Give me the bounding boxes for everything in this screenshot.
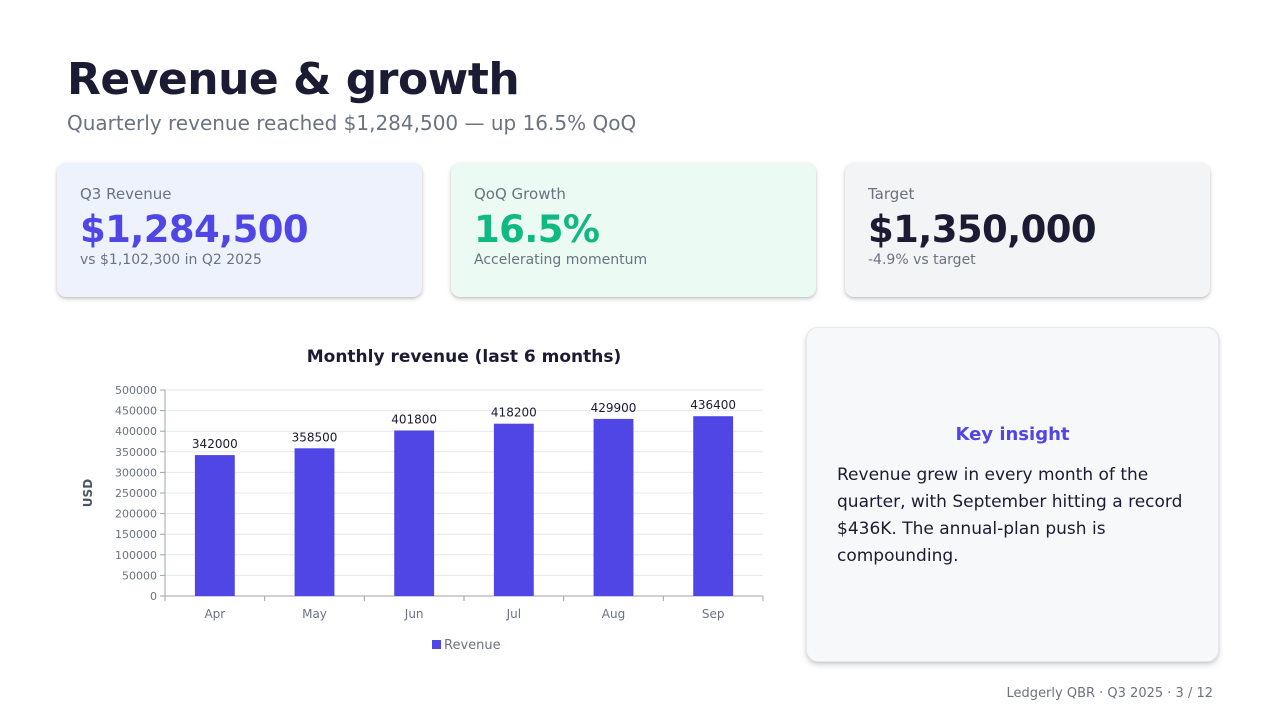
x-tick-label: May bbox=[302, 607, 327, 621]
legend-label: Revenue bbox=[444, 638, 501, 653]
x-tick-label: Sep bbox=[702, 607, 725, 621]
kpi-value: $1,350,000 bbox=[868, 208, 1097, 251]
x-tick-label: Apr bbox=[204, 607, 225, 621]
y-tick-label: 300000 bbox=[115, 466, 157, 479]
bar-jun bbox=[394, 430, 435, 596]
kpi-value: $1,284,500 bbox=[80, 208, 309, 251]
y-tick-label: 50000 bbox=[122, 569, 157, 582]
y-tick-label: 200000 bbox=[115, 508, 157, 521]
kpi-label: Target bbox=[868, 185, 915, 203]
bar-data-label: 436400 bbox=[690, 398, 736, 412]
kpi-note: -4.9% vs target bbox=[868, 251, 976, 268]
y-tick-label: 500000 bbox=[115, 384, 157, 397]
y-tick-label: 350000 bbox=[115, 446, 157, 459]
x-tick-label: Aug bbox=[602, 607, 625, 621]
x-tick-label: Jun bbox=[404, 607, 424, 621]
kpi-label: QoQ Growth bbox=[474, 185, 566, 203]
page-subtitle: Quarterly revenue reached $1,284,500 — u… bbox=[67, 111, 637, 135]
kpi-value: 16.5% bbox=[474, 208, 600, 251]
y-tick-label: 0 bbox=[150, 590, 157, 603]
revenue-chart: Monthly revenue (last 6 months) 0 50000 100… bbox=[70, 338, 780, 668]
bar-may bbox=[294, 448, 335, 596]
page-title: Revenue & growth bbox=[67, 54, 520, 105]
bar-data-label: 358500 bbox=[292, 430, 338, 444]
y-tick-label: 150000 bbox=[115, 528, 157, 541]
kpi-note: Accelerating momentum bbox=[474, 251, 648, 268]
revenue-chart-svg: Monthly revenue (last 6 months) 0 50000 100… bbox=[81, 347, 764, 653]
y-tick-label: 450000 bbox=[115, 405, 157, 418]
kpi-note: vs $1,102,300 in Q2 2025 bbox=[80, 251, 262, 268]
kpi-label: Q3 Revenue bbox=[80, 185, 172, 203]
slide-footer: Ledgerly QBR · Q3 2025 · 3 / 12 bbox=[1006, 686, 1213, 701]
y-axis-label: USD bbox=[81, 479, 95, 507]
bar-data-label: 418200 bbox=[491, 406, 537, 420]
y-tick-label: 100000 bbox=[115, 549, 157, 562]
insight-title: Key insight bbox=[955, 424, 1070, 445]
y-tick-label: 400000 bbox=[115, 425, 157, 438]
kpi-card-target: Target $1,350,000 -4.9% vs target bbox=[845, 163, 1210, 297]
x-tick-label: Jul bbox=[506, 607, 521, 621]
insight-body: Revenue grew in every month of the quart… bbox=[837, 465, 1183, 566]
bar-sep bbox=[693, 416, 734, 596]
bar-jul bbox=[493, 423, 534, 596]
chart-title: Monthly revenue (last 6 months) bbox=[307, 347, 622, 367]
key-insight-panel: Key insight Revenue grew in every month … bbox=[806, 327, 1219, 662]
legend-swatch bbox=[432, 640, 441, 649]
kpi-card-q3-revenue: Q3 Revenue $1,284,500 vs $1,102,300 in Q… bbox=[57, 163, 422, 297]
kpi-card-qoq-growth: QoQ Growth 16.5% Accelerating momentum bbox=[451, 163, 816, 297]
bar-data-label: 429900 bbox=[591, 401, 637, 415]
bar-data-label: 401800 bbox=[391, 412, 437, 426]
bar-aug bbox=[593, 418, 634, 596]
bar-apr bbox=[194, 455, 235, 596]
y-tick-label: 250000 bbox=[115, 487, 157, 500]
bar-data-label: 342000 bbox=[192, 437, 238, 451]
